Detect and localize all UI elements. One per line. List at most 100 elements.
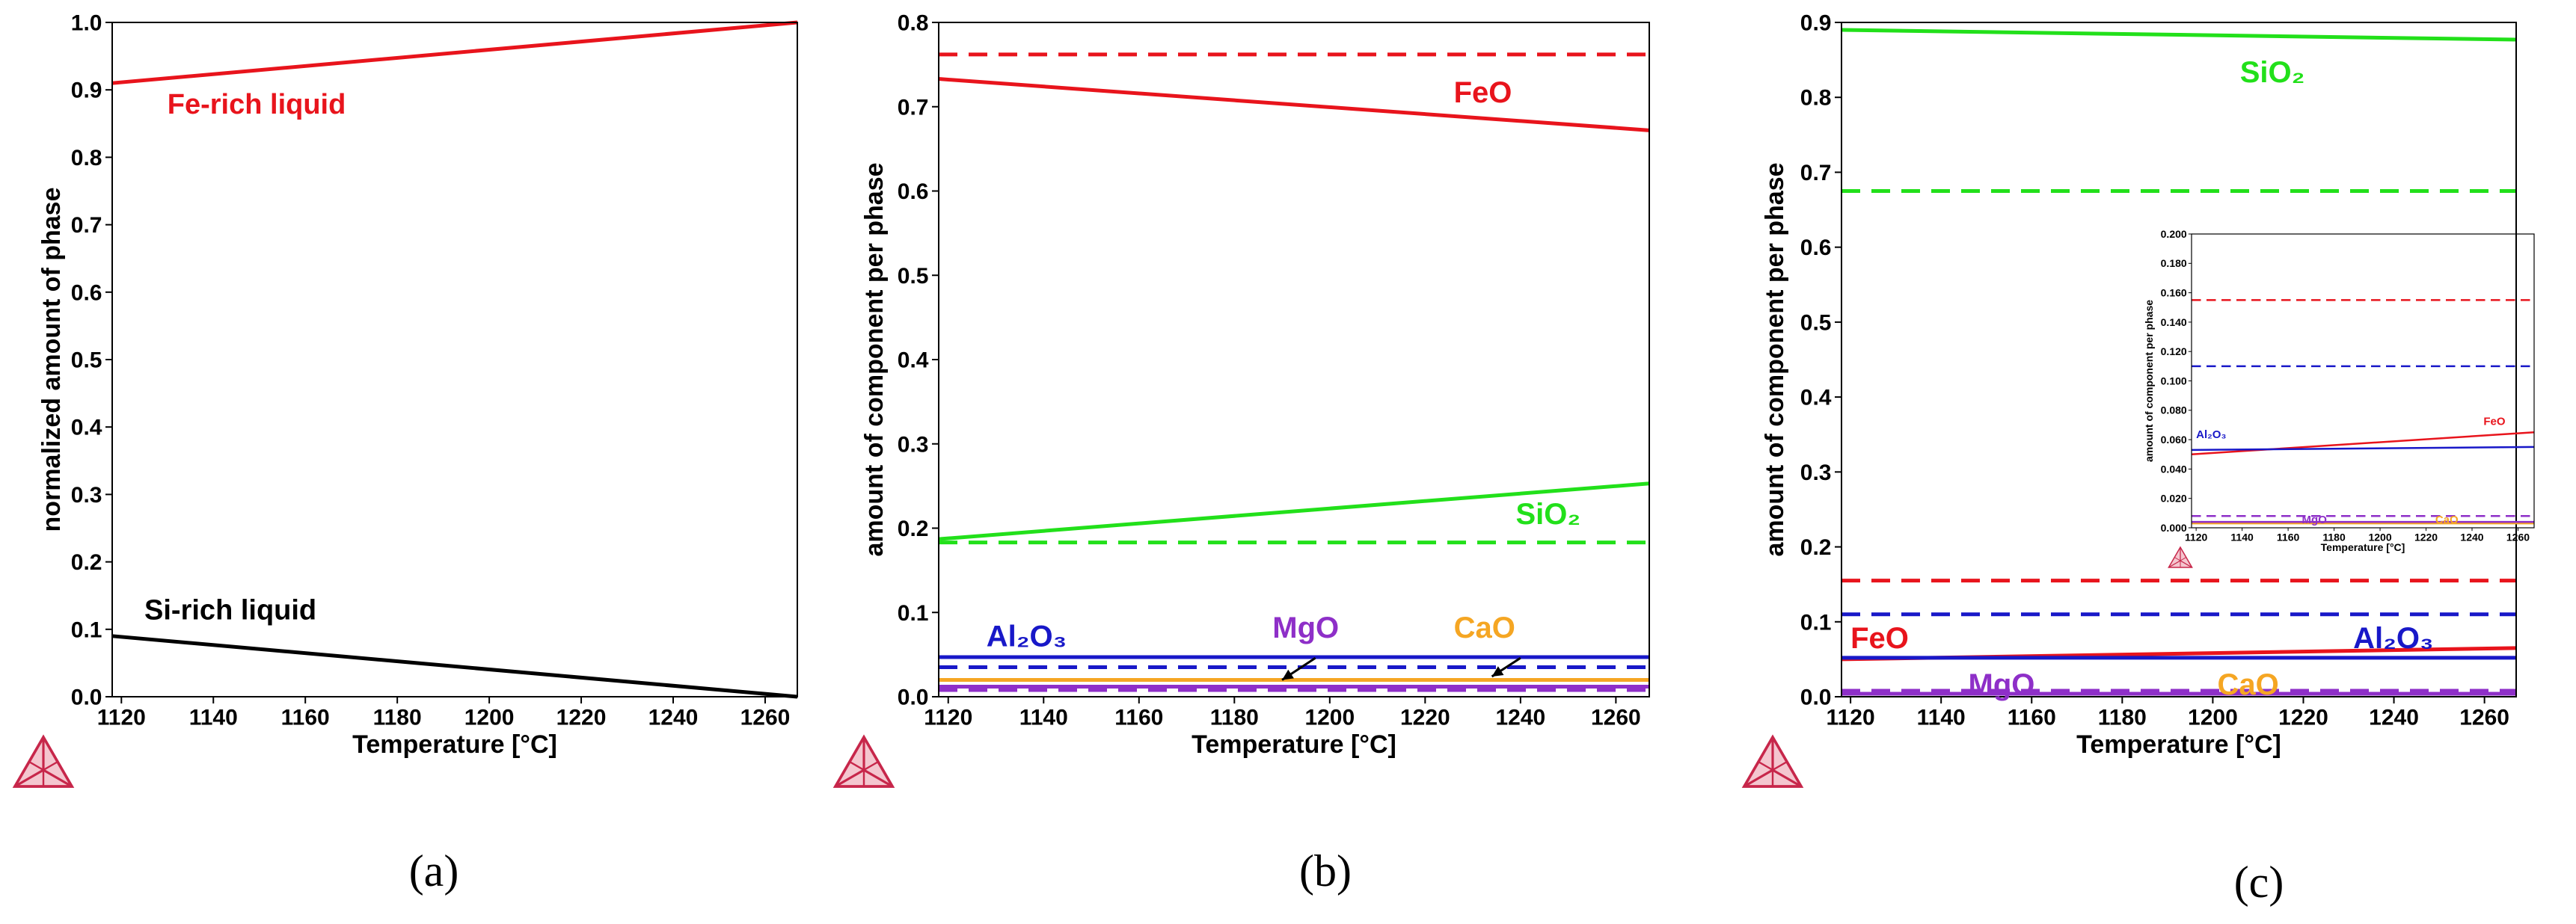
series-label: Al₂O₃ <box>2196 428 2226 441</box>
y-tick-label: 0.5 <box>898 264 929 289</box>
logo-spoke <box>2168 560 2181 568</box>
series-line-si-rich-liquid <box>111 634 798 699</box>
x-tick-label: 1200 <box>2188 706 2238 730</box>
series-line-feo <box>2191 431 2535 455</box>
logo-spoke <box>835 769 865 788</box>
logo-spoke <box>14 769 44 788</box>
x-tick-label: 1120 <box>1827 706 1875 730</box>
x-tick-label: 1120 <box>2185 532 2208 543</box>
y-tick-label: 0.080 <box>2161 404 2187 416</box>
plot-frame <box>2191 233 2535 529</box>
y-tick-label: 0.0 <box>1800 686 1832 710</box>
x-tick-label: 1260 <box>740 706 791 730</box>
x-tick-label: 1180 <box>2098 706 2147 730</box>
chart-c-inset: 1120 1140 1160 1180 1200 1220 1240 1260 0.000 0.0… <box>2143 228 2535 568</box>
x-tick-label: 1120 <box>924 706 972 730</box>
y-tick-label: 0.200 <box>2161 228 2187 240</box>
series-label: CaO <box>1454 612 1515 644</box>
series-label: MgO <box>2302 514 2328 526</box>
series-label: FeO <box>1454 76 1512 109</box>
x-tick-label: 1120 <box>97 706 146 730</box>
x-tick-label: 1160 <box>2008 706 2056 730</box>
x-tick-label: 1240 <box>1495 706 1545 730</box>
x-tick-label: 1200 <box>464 706 515 730</box>
y-tick-label: 0.060 <box>2161 434 2187 446</box>
y-tick-label: 0.1 <box>1800 610 1832 635</box>
y-tick-label: 1.0 <box>71 11 102 36</box>
y-axis-label: amount of component per phase <box>2143 300 2155 462</box>
panel-caption: (a) <box>409 846 459 896</box>
series-label: Al₂O₃ <box>2353 622 2433 655</box>
x-tick-label: 1200 <box>2368 532 2391 543</box>
y-tick-label: 0.9 <box>1800 11 1832 36</box>
y-tick-label: 0.7 <box>898 95 929 120</box>
series-label: SiO₂ <box>2240 56 2305 89</box>
y-tick-label: 0.120 <box>2161 345 2187 357</box>
series-line-sio2 <box>1841 28 2517 42</box>
x-tick-label: 1160 <box>281 706 330 730</box>
x-axis-label: Temperature [°C] <box>352 730 557 759</box>
y-tick-label: 0.180 <box>2161 257 2187 269</box>
y-tick-label: 0.9 <box>71 78 102 103</box>
series-label: FeO <box>2483 415 2506 428</box>
series-label: CaO <box>2435 514 2459 526</box>
y-tick-label: 0.040 <box>2161 463 2187 475</box>
x-axis-label: Temperature [°C] <box>2321 541 2405 553</box>
x-axis-label: Temperature [°C] <box>1192 730 1396 759</box>
logo-spoke <box>2174 557 2181 561</box>
y-tick-label: 0.160 <box>2161 287 2187 299</box>
y-tick-label: 0.4 <box>1800 386 1832 410</box>
series-line-fe-rich-liquid <box>111 20 798 85</box>
chart-b: 1120 1140 1160 1180 1200 1220 1240 1260 0.0 0.1 0.… <box>832 11 1650 896</box>
panel-caption: (b) <box>1299 846 1352 896</box>
y-tick-label: 0.8 <box>1800 86 1832 111</box>
x-tick-label: 1180 <box>2322 532 2346 543</box>
y-tick-label: 0.000 <box>2161 522 2187 534</box>
chart-c: 1120 1140 1160 1180 1200 1220 1240 1260 0.0 0.1 0.… <box>1741 11 2517 907</box>
x-tick-label: 1160 <box>2277 532 2300 543</box>
panel-caption: (c) <box>2234 857 2284 907</box>
y-tick-label: 0.140 <box>2161 316 2187 328</box>
y-tick-label: 0.6 <box>898 179 929 204</box>
series-label: CaO <box>2217 668 2278 701</box>
chart-a: 1120 1140 1160 1180 1200 1220 1240 1260 0.0 0.1 0.… <box>12 11 798 896</box>
x-tick-label: 1240 <box>2369 706 2419 730</box>
x-tick-label: 1180 <box>1210 706 1259 730</box>
series-line-sio2 <box>938 481 1650 541</box>
logo-spoke <box>1772 760 1788 771</box>
logo-spoke <box>28 760 44 771</box>
y-tick-label: 0.100 <box>2161 375 2187 386</box>
x-tick-label: 1140 <box>1019 706 1068 730</box>
y-tick-label: 0.2 <box>898 517 929 541</box>
x-tick-label: 1240 <box>648 706 699 730</box>
y-tick-label: 0.1 <box>71 617 102 642</box>
x-tick-label: 1260 <box>2506 532 2530 543</box>
y-tick-label: 0.5 <box>71 348 102 373</box>
y-tick-label: 0.0 <box>898 686 929 710</box>
x-axis-label: Temperature [°C] <box>2076 730 2281 759</box>
y-tick-label: 0.8 <box>71 146 102 170</box>
x-tick-label: 1220 <box>556 706 607 730</box>
y-axis-label: amount of component per phase <box>860 162 889 556</box>
logo-spoke <box>1744 769 1773 788</box>
series-label: SiO₂ <box>1515 498 1580 531</box>
series-line-al2o3 <box>2191 446 2535 452</box>
plot-frame <box>1841 22 2517 697</box>
x-tick-label: 1220 <box>1400 706 1450 730</box>
y-tick-label: 0.4 <box>71 416 102 440</box>
y-tick-label: 0.6 <box>1800 235 1832 260</box>
x-tick-label: 1220 <box>2278 706 2328 730</box>
thermo-calc-logo <box>2168 546 2193 568</box>
y-tick-label: 0.2 <box>71 550 102 575</box>
logo-spoke <box>863 760 879 771</box>
x-tick-label: 1140 <box>1917 706 1966 730</box>
y-tick-label: 0.8 <box>898 11 929 36</box>
series-label: Si-rich liquid <box>144 594 316 626</box>
y-tick-label: 0.3 <box>898 432 929 457</box>
y-tick-label: 0.3 <box>71 483 102 508</box>
y-tick-label: 0.2 <box>1800 535 1832 560</box>
thermo-calc-logo <box>832 734 895 788</box>
series-label: FeO <box>1850 622 1909 655</box>
annotation-arrowhead <box>1282 669 1294 680</box>
